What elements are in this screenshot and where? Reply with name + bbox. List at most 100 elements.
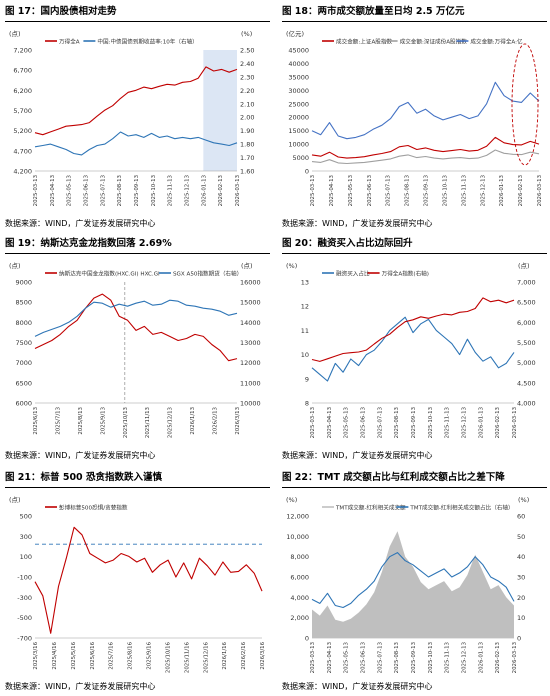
figure-17: 图 17：国内股债相对走势 (点) (%) 万得全A 中国:中债国债到期收益率:10年… xyxy=(5,4,270,232)
left-tick-label: 5000 xyxy=(292,154,309,162)
chart-fig19: (点) (点) 纳斯达克中国金龙指数(HXC.GI) HXC.GI SGX A50指数… xyxy=(9,262,261,438)
x-tick-label: 2025-06-13 xyxy=(367,175,373,206)
left-tick-label: 100 xyxy=(20,553,32,561)
left-tick-label: 25000 xyxy=(288,100,309,108)
left-unit-label: (亿元) xyxy=(286,29,304,38)
left-tick-label: 30000 xyxy=(288,87,309,95)
x-tick-label: 2026/3/13 xyxy=(235,407,241,435)
left-tick-label: 6,000 xyxy=(290,574,309,582)
x-tick-label: 2026/1/13 xyxy=(190,407,196,435)
right-tick-label: 1.60 xyxy=(240,168,254,176)
source-note: 数据来源：WIND，广发证券发展研究中心 xyxy=(282,682,433,691)
x-tick-label: 2025-03-13 xyxy=(310,407,316,438)
right-tick-label: 7,000 xyxy=(517,279,536,287)
x-tick-label: 2026-02-13 xyxy=(495,642,501,673)
x-tick-label: 2026-02-13 xyxy=(218,175,224,206)
figure-21: 图 21：标普 500 恐贪指数跌入谨慎 (点) 彭博标普500恐惧/贪婪指数 50… xyxy=(5,470,270,694)
title-rule xyxy=(282,21,547,22)
left-unit-label: (%) xyxy=(286,262,297,270)
right-tick-label: 2.40 xyxy=(240,60,254,68)
highlight-ellipse xyxy=(511,43,539,166)
right-unit-label: (%) xyxy=(518,496,529,504)
left-unit-label: (点) xyxy=(9,262,21,270)
series-line xyxy=(311,316,515,382)
left-tick-label: 500 xyxy=(20,513,32,521)
x-tick-label: 2025/6/16 xyxy=(90,641,96,669)
title-rule xyxy=(282,487,547,488)
x-tick-label: 2025-05-13 xyxy=(344,642,350,673)
legend-entry: SGX A50指数期货（右轴） xyxy=(173,270,242,278)
right-tick-label: 13000 xyxy=(240,339,261,347)
right-tick-label: 5,500 xyxy=(517,339,536,347)
right-tick-label: 20 xyxy=(517,594,525,602)
x-tick-label: 2025/10/13 xyxy=(123,407,129,438)
x-tick-label: 2026-01-13 xyxy=(478,642,484,673)
x-tick-label: 2025/9/13 xyxy=(100,407,106,435)
left-tick-label: 2,000 xyxy=(290,614,309,622)
legend-entry: 纳斯达克中国金龙指数(HXC.GI) HXC.GI xyxy=(59,270,160,278)
x-tick-label: 2025-08-13 xyxy=(394,642,400,673)
left-tick-label: 7000 xyxy=(15,359,32,367)
right-tick-label: 6,000 xyxy=(517,319,536,327)
right-tick-label: 4,500 xyxy=(517,379,536,387)
left-tick-label: 4,000 xyxy=(290,594,309,602)
x-tick-label: 2025-08-13 xyxy=(117,175,123,206)
series-line xyxy=(34,299,238,337)
x-tick-label: 2025-03-13 xyxy=(33,175,39,206)
left-tick-label: 10,000 xyxy=(286,533,309,541)
x-tick-label: 2026/2/16 xyxy=(241,641,247,669)
x-tick-label: 2026-02-13 xyxy=(518,175,524,206)
series-line xyxy=(34,131,238,156)
series-line xyxy=(34,66,238,136)
right-unit-label: (%) xyxy=(241,30,252,38)
x-tick-label: 2025-09-13 xyxy=(424,175,430,206)
left-tick-label: 5,700 xyxy=(13,107,32,115)
right-tick-label: 5,000 xyxy=(517,359,536,367)
x-tick-label: 2025/3/16 xyxy=(33,641,39,669)
right-tick-label: 2.00 xyxy=(240,114,254,122)
x-tick-label: 2025-04-13 xyxy=(50,175,56,206)
source-note: 数据来源：WIND，广发证券发展研究中心 xyxy=(282,451,433,460)
legend-entry: 成交金额:深证成份A股指数 xyxy=(400,38,468,46)
legend-entry: 成交金额:上证A股指数 xyxy=(336,38,392,46)
x-tick-label: 2025-03-13 xyxy=(310,175,316,206)
left-tick-label: -300 xyxy=(17,594,32,602)
x-tick-label: 2025/8/16 xyxy=(128,641,134,669)
x-tick-label: 2026/2/13 xyxy=(213,407,219,435)
left-tick-label: 7,200 xyxy=(13,47,32,55)
right-tick-label: 1.90 xyxy=(240,127,254,135)
x-tick-label: 2026-03-13 xyxy=(512,407,518,438)
x-tick-label: 2025/9/16 xyxy=(147,641,153,669)
series-line xyxy=(34,526,263,634)
left-tick-label: 20000 xyxy=(288,114,309,122)
right-tick-label: 2.50 xyxy=(240,47,254,55)
left-tick-label: 0 xyxy=(305,635,309,643)
x-tick-label: 2026/3/16 xyxy=(260,641,266,669)
x-tick-label: 2025/11/16 xyxy=(184,641,190,673)
figure-title: 图 18：两市成交额放量至日均 2.5 万亿元 xyxy=(282,6,465,17)
x-tick-label: 2025-04-13 xyxy=(327,407,333,438)
x-tick-label: 2026-01-13 xyxy=(499,175,505,206)
x-tick-label: 2026-02-13 xyxy=(495,407,501,438)
x-tick-label: 2025-07-13 xyxy=(100,175,106,206)
right-tick-label: 30 xyxy=(517,574,525,582)
right-unit-label: (点) xyxy=(518,262,530,270)
right-tick-label: 1.70 xyxy=(240,154,254,162)
chart-fig20: (%) (点) 融资买入占比 万得全A指数(右轴) 13 12 11 10 9 8 7,000 6,5… xyxy=(286,262,536,438)
x-tick-label: 2025-10-13 xyxy=(151,175,157,206)
series-line xyxy=(311,136,540,159)
x-tick-label: 2025-12-13 xyxy=(462,407,468,438)
x-tick-label: 2025-04-13 xyxy=(329,175,335,206)
left-tick-label: 12,000 xyxy=(286,513,309,521)
x-tick-label: 2025-08-13 xyxy=(405,175,411,206)
x-tick-label: 2025-03-13 xyxy=(310,642,316,673)
figure-19: 图 19：纳斯达克金龙指数回落 2.69% (点) (点) 纳斯达克中国金龙指数(H… xyxy=(5,236,270,464)
x-tick-label: 2025-12-13 xyxy=(462,642,468,673)
figure-title: 图 17：国内股债相对走势 xyxy=(5,6,117,17)
right-tick-label: 1.80 xyxy=(240,141,254,149)
x-tick-label: 2025-08-13 xyxy=(394,407,400,438)
left-tick-label: 8500 xyxy=(15,299,32,307)
left-unit-label: (%) xyxy=(286,496,297,504)
left-unit-label: (点) xyxy=(9,30,21,38)
title-rule xyxy=(5,253,270,254)
